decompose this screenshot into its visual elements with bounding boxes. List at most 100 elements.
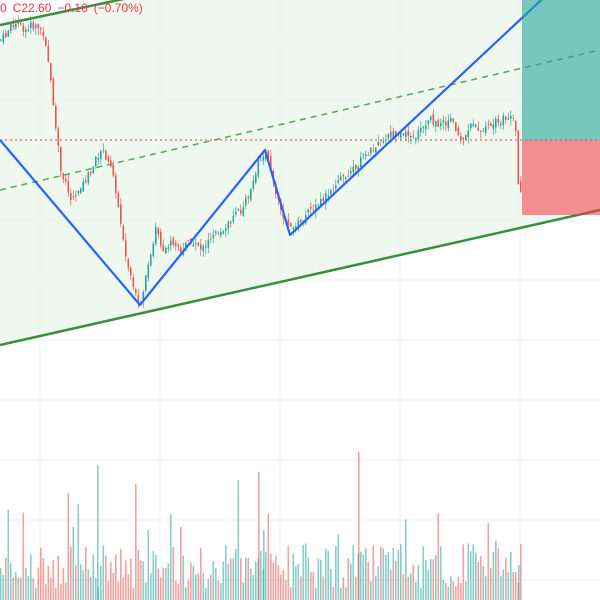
volume-bar bbox=[247, 557, 250, 600]
volume-bar bbox=[260, 550, 262, 600]
volume-bar bbox=[432, 559, 435, 600]
volume-bar bbox=[230, 558, 232, 600]
candle-body bbox=[475, 124, 477, 128]
volume-bar bbox=[485, 576, 487, 600]
volume-bar bbox=[240, 558, 242, 600]
volume-bar bbox=[362, 554, 365, 600]
volume-bar bbox=[55, 587, 57, 600]
volume-bar bbox=[325, 548, 327, 600]
long-position-stop-zone[interactable] bbox=[522, 140, 600, 215]
candle-body bbox=[267, 150, 270, 160]
volume-bar bbox=[75, 565, 77, 600]
ohlc-legend: 0 C22.60 −0.16 (−0.70%) bbox=[0, 0, 149, 16]
channel-upper-line[interactable] bbox=[0, 0, 600, 27]
candle-body bbox=[490, 123, 492, 126]
candle-body bbox=[30, 22, 32, 28]
candle-body bbox=[300, 220, 302, 223]
volume-bar bbox=[60, 584, 62, 600]
candle-body bbox=[402, 133, 405, 136]
candle-body bbox=[102, 150, 105, 151]
candle-body bbox=[472, 124, 475, 126]
candle-body bbox=[25, 29, 27, 33]
candle-body bbox=[122, 226, 125, 240]
candle-body bbox=[37, 24, 40, 29]
candle-body bbox=[512, 117, 515, 119]
volume-bar bbox=[67, 493, 70, 600]
volume-bar bbox=[35, 587, 37, 600]
candle-body bbox=[142, 291, 145, 301]
candle-body bbox=[425, 125, 427, 130]
volume-bar bbox=[145, 582, 147, 600]
candle-body bbox=[2, 33, 5, 43]
change-percent: (−0.70%) bbox=[93, 1, 143, 15]
volume-bar bbox=[270, 554, 272, 600]
volume-bar bbox=[267, 513, 270, 600]
candle-body bbox=[505, 116, 507, 120]
candle-body bbox=[230, 221, 232, 224]
candle-body bbox=[72, 196, 75, 198]
candle-body bbox=[470, 123, 472, 129]
volume-bar bbox=[125, 560, 127, 600]
long-position-target-zone[interactable] bbox=[522, 0, 600, 140]
candle-body bbox=[35, 24, 37, 28]
candle-body bbox=[95, 156, 97, 167]
volume-bar bbox=[97, 465, 99, 600]
volume-bar bbox=[505, 558, 507, 600]
volume-bar bbox=[147, 529, 150, 600]
volume-bar bbox=[180, 526, 182, 600]
volume-bar bbox=[295, 566, 297, 600]
candle-body bbox=[290, 223, 292, 227]
candle-body bbox=[312, 210, 315, 212]
candle-body bbox=[205, 246, 207, 248]
volume-bar bbox=[277, 565, 280, 600]
volume-bar bbox=[237, 480, 240, 600]
volume-bar bbox=[190, 562, 192, 600]
candle-body bbox=[502, 115, 505, 125]
volume-bar bbox=[445, 583, 447, 600]
channel-mid-dashed-line[interactable] bbox=[0, 49, 600, 191]
volume-bar bbox=[450, 576, 452, 600]
zigzag-pattern-line[interactable] bbox=[0, 0, 600, 307]
candle-body bbox=[235, 211, 237, 215]
channel-lower-line[interactable] bbox=[0, 208, 600, 347]
volume-bar bbox=[460, 582, 462, 600]
candle-body bbox=[497, 119, 500, 123]
volume-bar bbox=[405, 519, 407, 600]
candle-body bbox=[62, 173, 65, 180]
volume-bar bbox=[280, 574, 282, 600]
candle-body bbox=[7, 30, 10, 37]
volume-bar bbox=[242, 582, 245, 600]
volume-bar bbox=[330, 568, 332, 600]
candle-body bbox=[410, 136, 412, 138]
volume-bar bbox=[57, 555, 60, 600]
volume-bar bbox=[345, 587, 347, 600]
candle-body bbox=[165, 247, 167, 254]
candle-body bbox=[317, 204, 320, 206]
candle-body bbox=[207, 239, 210, 248]
volume-bar bbox=[205, 587, 207, 600]
volume-bar bbox=[210, 574, 212, 600]
volume-bar bbox=[135, 484, 137, 600]
candle-body bbox=[185, 242, 187, 251]
candle-body bbox=[237, 208, 240, 211]
volume-bar bbox=[87, 569, 90, 600]
volume-bar bbox=[382, 548, 385, 600]
volume-bar bbox=[502, 569, 505, 600]
volume-bar bbox=[112, 572, 115, 600]
candle-body bbox=[172, 237, 175, 245]
volume-bar bbox=[155, 554, 157, 600]
volume-bar bbox=[62, 568, 65, 600]
candle-body bbox=[510, 115, 512, 119]
volume-bar bbox=[255, 561, 257, 600]
candle-body bbox=[257, 158, 260, 176]
candle-body bbox=[417, 130, 420, 140]
candle-body bbox=[375, 147, 377, 153]
candle-body bbox=[52, 78, 55, 106]
candle-body bbox=[332, 189, 335, 191]
volume-bar bbox=[27, 575, 30, 600]
volume-bar bbox=[127, 574, 130, 600]
volume-bar bbox=[372, 545, 375, 600]
candle-body bbox=[387, 134, 390, 138]
